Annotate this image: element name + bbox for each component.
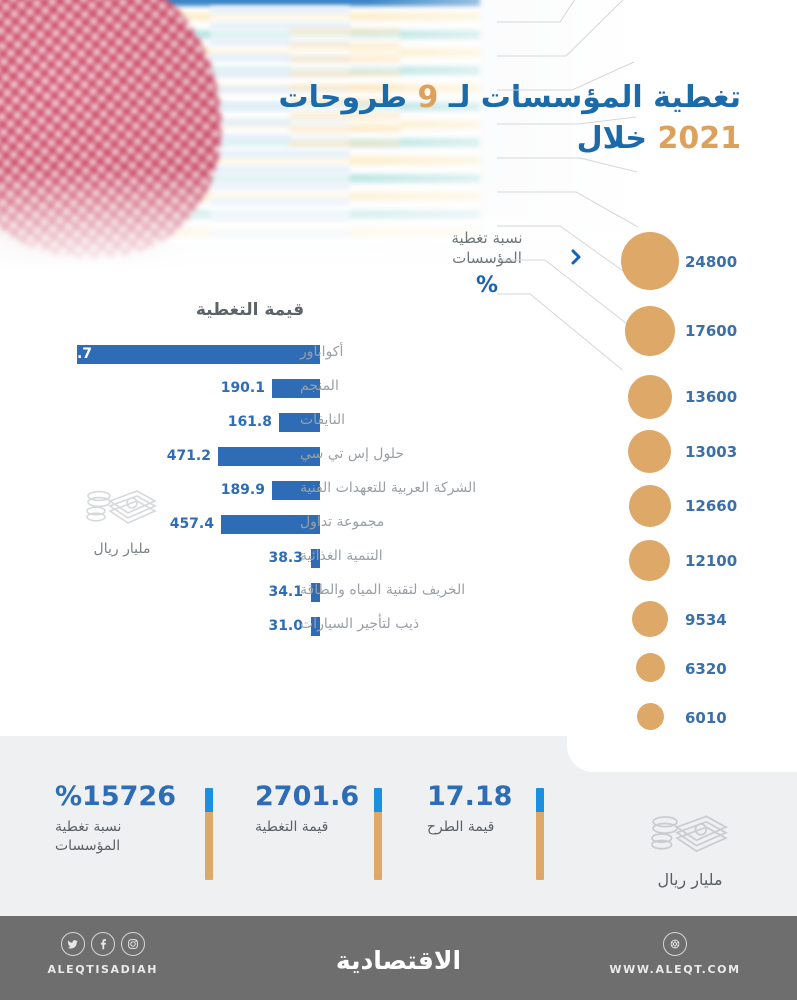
- footer: ALEQTISADIAH الاقتصادية WWW.ALEQT.COM: [0, 916, 797, 1000]
- money-unit-label: مليار ريال: [93, 541, 151, 557]
- legend-coverage-ratio: نسبة تغطية المؤسسات %: [422, 228, 552, 298]
- stat-label-offer-value: قيمة الطرح: [427, 819, 495, 835]
- bar-tadawul-group: [221, 515, 320, 534]
- title-during-word: خلال: [576, 120, 648, 156]
- bar-track: 161.8: [40, 406, 320, 440]
- money-stack-icon: [625, 812, 755, 866]
- bar-label-stc-solutions: حلول إس تي سي: [300, 446, 404, 462]
- bar-alnayifat: [279, 413, 320, 432]
- footer-website-url: WWW.ALEQT.COM: [609, 963, 741, 976]
- page-title: تغطية المؤسسات لـ 9 طروحات 2021 خلال: [221, 78, 741, 159]
- summary-panel-notch: [567, 736, 797, 772]
- bar-value-stc-solutions: 471.2: [166, 448, 211, 464]
- bar-track: 189.9: [40, 474, 320, 508]
- stat-value-coverage-value: 2701.6: [255, 781, 360, 812]
- bar-label-theeb-rent-a-car: ذيب لتأجير السيارات: [300, 616, 420, 632]
- stat-coverage-value: 2701.6 قيمة التغطية: [255, 783, 385, 837]
- stat-offer-value: 17.18 قيمة الطرح: [427, 783, 547, 837]
- title-number-9: 9: [417, 80, 439, 115]
- money-unit-note: مليار ريال: [62, 487, 182, 557]
- title-year: 2021: [657, 120, 742, 156]
- footer-social-handle: ALEQTISADIAH: [47, 963, 158, 976]
- bar-label-food-development: التنمية الغذائية: [300, 548, 383, 564]
- bar-value-alkhorayef-water: 34.1: [268, 584, 303, 600]
- legend-coverage-ratio-label: نسبة تغطية المؤسسات: [451, 229, 523, 268]
- title-text-pre: تغطية المؤسسات لـ: [438, 80, 741, 115]
- table-row: 471.2 حلول إس تي سي: [0, 440, 797, 474]
- bar-track: 471.2: [40, 440, 320, 474]
- stat-coverage-ratio: %15726 نسبة تغطية المؤسسات: [55, 783, 215, 856]
- bar-track: 38.3: [40, 542, 320, 576]
- table-row: 189.9 الشركة العربية للتعهدات الفنية: [0, 474, 797, 508]
- bubble-value-6010: 6010: [685, 709, 727, 727]
- bar-value-almunajem: 190.1: [220, 380, 265, 396]
- bar-label-alnayifat: النايفات: [300, 412, 346, 428]
- summary-money-unit: مليار ريال: [625, 812, 755, 889]
- table-row: 31.0 ذيب لتأجير السيارات: [0, 610, 797, 644]
- bar-track: 190.1: [40, 372, 320, 406]
- table-row: 1,127.7 أكواباور: [0, 338, 797, 372]
- hero-photo: [0, 0, 797, 300]
- bar-label-alkhorayef-water: الخريف لتقنية المياه والطاقة: [300, 582, 466, 598]
- bar-label-arabian-contracting: الشركة العربية للتعهدات الفنية: [300, 480, 477, 496]
- title-line-1: تغطية المؤسسات لـ 9 طروحات: [221, 78, 741, 119]
- hero-fade-bottom: [0, 170, 797, 300]
- bar-food-development: [311, 549, 320, 568]
- bar-stc-solutions: [218, 447, 320, 466]
- bar-value-alnayifat: 161.8: [227, 414, 272, 430]
- title-text-post: طروحات: [278, 80, 418, 115]
- stat-bar-offer-value: [536, 788, 544, 880]
- table-row: 38.3 التنمية الغذائية: [0, 542, 797, 576]
- bar-akwa-power: [77, 345, 320, 364]
- money-stack-icon: [62, 487, 182, 537]
- title-line-2: 2021 خلال: [221, 119, 741, 160]
- summary-money-unit-label: مليار ريال: [657, 870, 723, 889]
- bar-value-akwa-power: 1,127.7: [32, 346, 92, 362]
- bar-almunajem: [272, 379, 320, 398]
- instagram-icon[interactable]: [121, 932, 145, 956]
- footer-social: ALEQTISADIAH: [47, 932, 158, 976]
- bar-column-header: قيمة التغطية: [195, 300, 305, 320]
- bar-value-food-development: 38.3: [268, 550, 303, 566]
- stat-value-coverage-ratio: %15726: [55, 781, 176, 812]
- bar-track: 34.1: [40, 576, 320, 610]
- stat-bar-coverage-ratio: [205, 788, 213, 880]
- stat-value-offer-value: 17.18: [427, 781, 513, 812]
- bar-value-theeb-rent-a-car: 31.0: [268, 618, 303, 634]
- facebook-icon[interactable]: [91, 932, 115, 956]
- bar-value-tadawul-group: 457.4: [169, 516, 214, 532]
- table-row: 34.1 الخريف لتقنية المياه والطاقة: [0, 576, 797, 610]
- bar-label-akwa-power: أكواباور: [300, 344, 344, 360]
- twitter-icon[interactable]: [61, 932, 85, 956]
- bar-track: 457.4: [40, 508, 320, 542]
- stat-label-coverage-ratio: نسبة تغطية المؤسسات: [55, 819, 122, 854]
- bar-track: 31.0: [40, 610, 320, 644]
- stat-bar-coverage-value: [374, 788, 382, 880]
- footer-website: WWW.ALEQT.COM: [595, 932, 755, 976]
- table-row: 161.8 النايفات: [0, 406, 797, 440]
- stat-label-coverage-value: قيمة التغطية: [255, 819, 329, 835]
- bar-label-almunajem: المنجم: [300, 378, 339, 394]
- bar-alkhorayef-water: [311, 583, 320, 602]
- bar-label-tadawul-group: مجموعة تداول: [300, 514, 385, 530]
- bubble-6010: [637, 703, 664, 730]
- bar-chart: 1,127.7 أكواباور 190.1 المنجم 161.8 النا…: [0, 330, 797, 700]
- table-row: 457.4 مجموعة تداول: [0, 508, 797, 542]
- bar-track: 1,127.7: [33, 338, 320, 372]
- table-row: 190.1 المنجم: [0, 372, 797, 406]
- chevron-left-icon: [567, 248, 585, 266]
- bar-value-arabian-contracting: 189.9: [220, 482, 265, 498]
- footer-brand: الاقتصادية: [335, 946, 462, 975]
- bar-theeb-rent-a-car: [311, 617, 320, 636]
- bar-arabian-contracting: [272, 481, 320, 500]
- globe-icon[interactable]: [663, 932, 687, 956]
- legend-coverage-ratio-unit: %: [475, 272, 499, 298]
